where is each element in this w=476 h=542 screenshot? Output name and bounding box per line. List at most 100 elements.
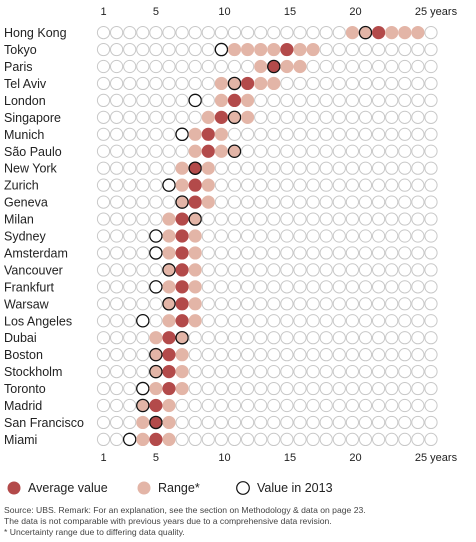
empty-dot (267, 212, 281, 226)
empty-dot (96, 415, 111, 430)
empty-dot (372, 212, 386, 226)
bottom-tick-label: 20 (349, 452, 361, 464)
empty-dot (332, 415, 346, 430)
empty-dot (358, 365, 373, 379)
empty-dot (241, 229, 255, 243)
empty-dot (411, 432, 425, 446)
empty-dot (214, 297, 228, 311)
empty-dot (123, 161, 137, 175)
empty-dot (136, 263, 150, 277)
empty-dot (149, 212, 163, 226)
average-dot (162, 331, 176, 345)
empty-dot (96, 432, 111, 446)
empty-dot (110, 365, 124, 379)
empty-dot (214, 381, 228, 396)
empty-dot (267, 110, 281, 124)
empty-dot (201, 280, 215, 294)
empty-dot (385, 331, 399, 345)
empty-dot (293, 76, 307, 91)
average-dot (162, 348, 176, 362)
empty-dot (332, 263, 346, 277)
empty-dot (358, 161, 373, 175)
empty-dot (385, 161, 399, 175)
empty-dot (201, 212, 215, 226)
empty-dot (254, 161, 268, 175)
empty-dot (267, 348, 281, 362)
empty-dot (411, 280, 425, 294)
empty-dot (372, 432, 386, 446)
empty-dot (162, 127, 176, 141)
empty-dot (96, 93, 111, 108)
empty-dot (175, 415, 189, 430)
empty-dot (424, 314, 438, 328)
empty-dot (332, 161, 346, 175)
empty-dot (424, 110, 438, 124)
empty-dot (136, 331, 150, 345)
range-dot (293, 42, 307, 57)
city-label: Sydney (4, 230, 46, 244)
range-dot (306, 42, 320, 57)
empty-dot (293, 178, 307, 192)
empty-dot (411, 263, 425, 277)
empty-dot (306, 398, 320, 413)
average-dot-value-2013 (188, 161, 202, 175)
empty-dot (149, 195, 163, 209)
empty-dot (123, 398, 137, 413)
top-tick-label: 10 (218, 6, 230, 18)
city-label: Geneva (4, 196, 48, 210)
city-label: Singapore (4, 111, 61, 125)
empty-dot (411, 297, 425, 311)
empty-dot (385, 365, 399, 379)
empty-dot (306, 76, 320, 91)
empty-dot (280, 314, 294, 328)
empty-dot (267, 25, 281, 40)
empty-dot (214, 365, 228, 379)
bottom-tick-label: 15 (284, 452, 296, 464)
empty-dot (241, 381, 255, 396)
empty-dot (345, 331, 359, 345)
empty-dot (372, 246, 386, 260)
empty-dot (110, 229, 124, 243)
empty-dot (241, 297, 255, 311)
empty-dot (96, 195, 111, 209)
empty-dot (227, 365, 242, 379)
empty-dot (201, 348, 215, 362)
empty-dot (345, 144, 359, 158)
empty-dot (306, 195, 320, 209)
range-dot (201, 178, 215, 192)
empty-dot (358, 93, 373, 108)
range-dot-value-2013 (162, 263, 176, 277)
empty-dot (280, 76, 294, 91)
empty-dot (214, 280, 228, 294)
empty-dot (227, 263, 242, 277)
average-dot (149, 398, 163, 413)
empty-dot (280, 263, 294, 277)
empty-dot (411, 76, 425, 91)
range-dot (345, 25, 359, 40)
empty-dot (241, 25, 255, 40)
empty-dot (175, 42, 189, 57)
empty-dot (332, 246, 346, 260)
empty-dot (372, 415, 386, 430)
empty-dot (254, 212, 268, 226)
empty-dot (162, 42, 176, 57)
empty-dot (345, 195, 359, 209)
empty-dot (319, 348, 333, 362)
empty-dot (227, 195, 242, 209)
range-dot (188, 314, 202, 328)
range-dot (162, 314, 176, 328)
range-dot (385, 25, 399, 40)
empty-dot (241, 348, 255, 362)
range-dot (214, 144, 228, 158)
range-dot (241, 42, 255, 57)
empty-dot (96, 398, 111, 413)
empty-dot (319, 76, 333, 91)
empty-dot (398, 195, 412, 209)
value-2013-dot (188, 93, 202, 108)
empty-dot (254, 25, 268, 40)
empty-dot (136, 212, 150, 226)
empty-dot (227, 246, 242, 260)
empty-dot (332, 59, 346, 74)
empty-dot (411, 59, 425, 74)
city-label: Vancouver (4, 263, 63, 277)
